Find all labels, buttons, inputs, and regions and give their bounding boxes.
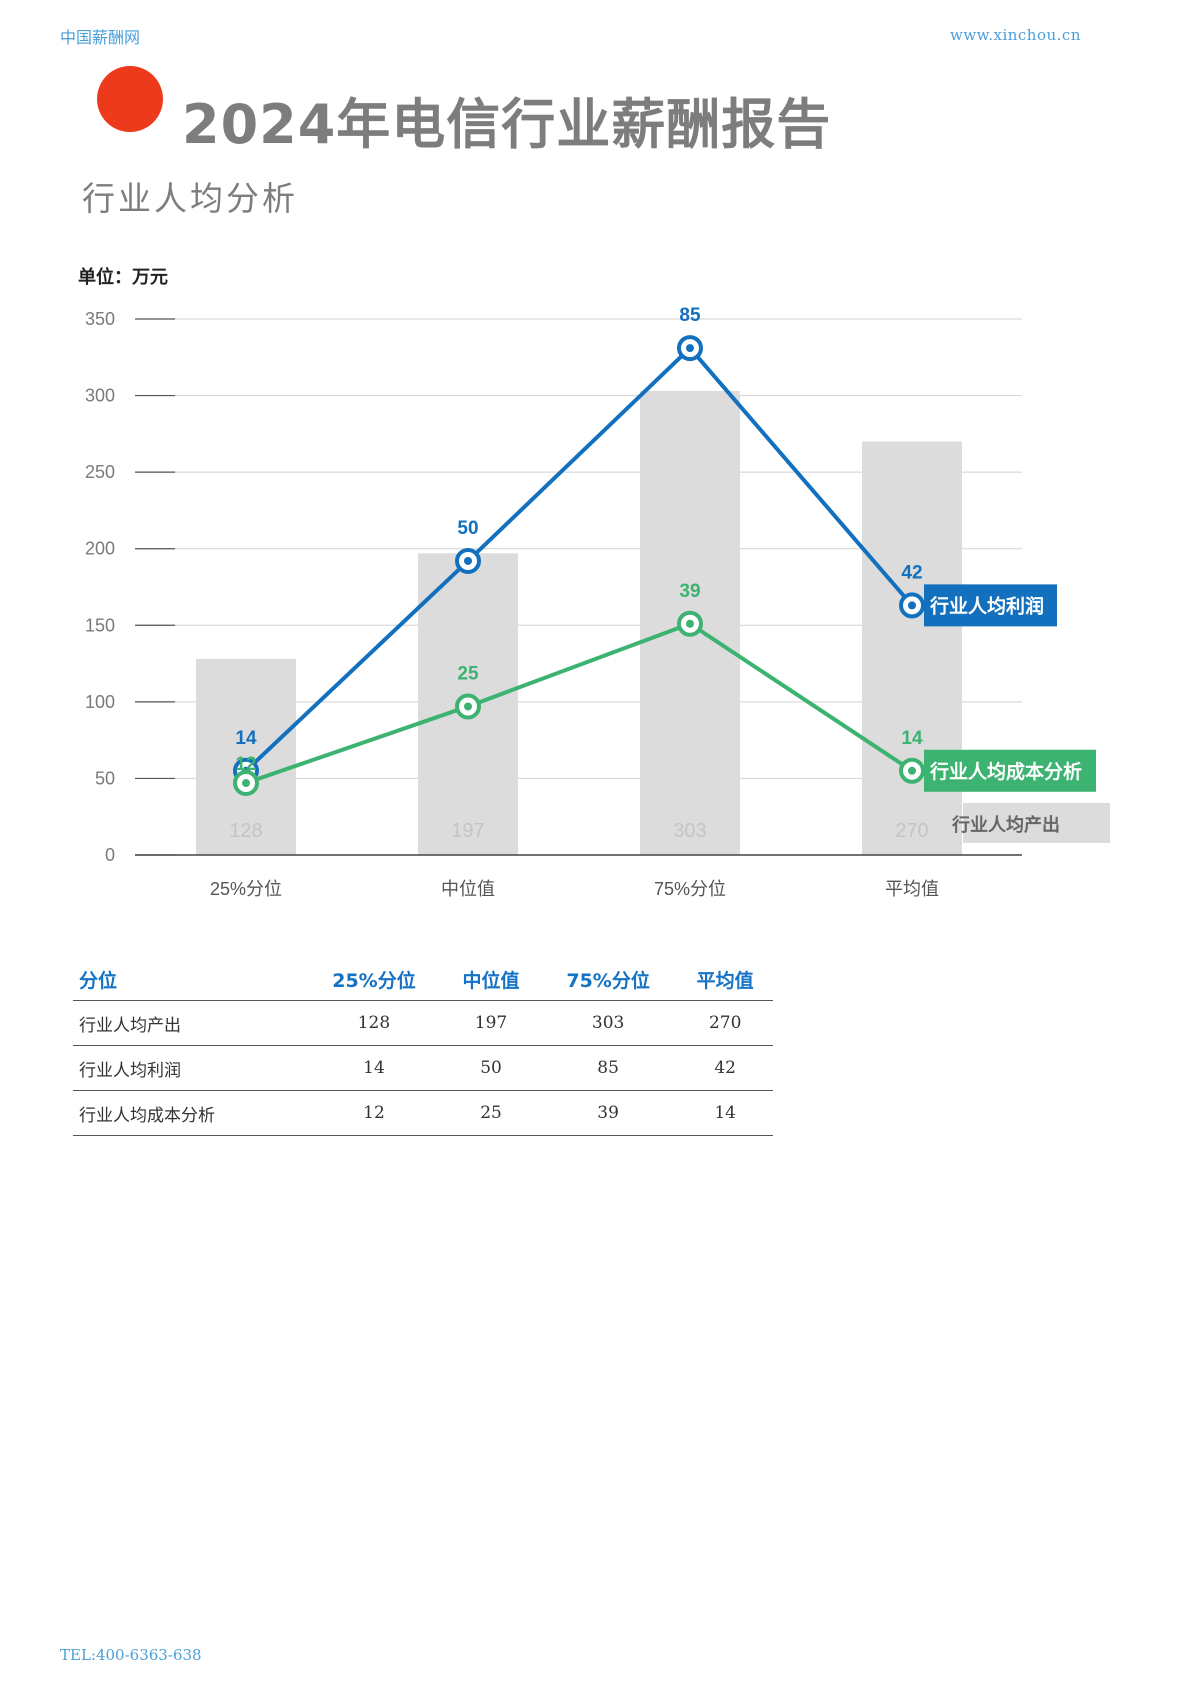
table-body: 行业人均产出 128 197 303 270 行业人均利润 14 50 85 42 行业人均成本分析… bbox=[73, 1000, 773, 1136]
series-marker-dot bbox=[464, 556, 472, 565]
data-label: 85 bbox=[679, 305, 701, 326]
table-row: 行业人均产出 128 197 303 270 bbox=[73, 1000, 773, 1046]
legend-series-box bbox=[924, 749, 1096, 792]
legend-bar-box bbox=[963, 803, 1110, 843]
table-cell: 14 bbox=[677, 1090, 773, 1136]
table-header-cell: 75%分位 bbox=[538, 958, 678, 1001]
data-label: 42 bbox=[901, 562, 922, 583]
x-tick-label: 平均值 bbox=[885, 879, 939, 899]
data-label: 39 bbox=[679, 581, 700, 602]
series-line bbox=[245, 621, 914, 785]
table-header-cell: 分位 bbox=[73, 958, 305, 1001]
table-row: 行业人均利润 14 50 85 42 bbox=[73, 1045, 773, 1091]
data-label: 25 bbox=[457, 663, 479, 684]
series-marker-dot bbox=[464, 702, 472, 711]
table-cell: 270 bbox=[677, 1000, 773, 1046]
chart: 0 50 100 150 200 250 300 350 128 197 303 270 25%分位 中位… bbox=[85, 305, 1110, 899]
table-cell: 128 bbox=[304, 1000, 444, 1046]
table-row: 行业人均成本分析 12 25 39 14 bbox=[73, 1090, 773, 1136]
section-subtitle: 行业人均分析 bbox=[82, 179, 298, 218]
table-cell: 303 bbox=[538, 1000, 678, 1046]
y-tick-label: 150 bbox=[85, 615, 115, 635]
data-label: 12 bbox=[235, 754, 256, 775]
series-marker-dot bbox=[908, 766, 916, 775]
table-cell: 12 bbox=[304, 1090, 444, 1136]
table-cell: 39 bbox=[538, 1090, 678, 1136]
site-url[interactable]: www.xinchou.cn bbox=[949, 26, 1081, 44]
footer-tel: TEL:400-6363-638 bbox=[60, 1646, 202, 1664]
data-table: 分位 25%分位 中位值 75%分位 平均值 行业人均产出 128 197 303 270 行业人… bbox=[73, 958, 773, 1136]
table-header-cell: 中位值 bbox=[443, 958, 539, 1001]
series-marker-dot bbox=[908, 601, 916, 610]
table-cell: 行业人均产出 bbox=[73, 1000, 305, 1046]
y-tick-label: 250 bbox=[85, 462, 115, 482]
series-marker-dot bbox=[242, 779, 250, 788]
bar-value-label: 128 bbox=[229, 820, 262, 842]
data-label: 50 bbox=[457, 518, 478, 539]
series-marker-dot bbox=[686, 619, 694, 628]
data-label: 14 bbox=[901, 728, 923, 749]
data-label: 14 bbox=[235, 728, 257, 749]
table-cell: 行业人均成本分析 bbox=[73, 1090, 305, 1136]
x-tick-label: 中位值 bbox=[441, 879, 495, 899]
y-tick-label: 350 bbox=[85, 309, 115, 329]
table-header-row: 分位 25%分位 中位值 75%分位 平均值 bbox=[73, 958, 773, 1001]
table-cell: 14 bbox=[304, 1045, 444, 1091]
table-cell: 25 bbox=[443, 1090, 539, 1136]
legend-bar-label: 行业人均产出 bbox=[951, 814, 1060, 835]
table-header-cell: 25%分位 bbox=[304, 958, 444, 1001]
accent-dot bbox=[97, 66, 163, 132]
table-cell: 50 bbox=[443, 1045, 539, 1091]
legend-series-box bbox=[924, 584, 1057, 627]
site-name: 中国薪酬网 bbox=[60, 28, 141, 47]
bar-value-label: 197 bbox=[451, 820, 484, 842]
legend-series-label: 行业人均利润 bbox=[929, 594, 1044, 617]
unit-label: 单位：万元 bbox=[78, 267, 168, 288]
x-tick-label: 75%分位 bbox=[654, 879, 726, 899]
bar-value-label: 270 bbox=[895, 820, 928, 842]
table-cell: 行业人均利润 bbox=[73, 1045, 305, 1091]
series-marker-dot bbox=[686, 344, 694, 353]
bar bbox=[196, 658, 296, 855]
series-line bbox=[244, 346, 914, 773]
table-cell: 85 bbox=[538, 1045, 678, 1091]
bar bbox=[862, 441, 962, 855]
table-header-cell: 平均值 bbox=[677, 958, 773, 1001]
x-tick-label: 25%分位 bbox=[210, 879, 282, 899]
y-tick-label: 100 bbox=[85, 692, 115, 712]
page-title: 2024年电信行业薪酬报告 bbox=[182, 93, 832, 156]
table-cell: 197 bbox=[443, 1000, 539, 1046]
y-tick-label: 300 bbox=[85, 386, 115, 406]
table-cell: 42 bbox=[677, 1045, 773, 1091]
y-tick-label: 200 bbox=[85, 539, 115, 559]
legend-series-label: 行业人均成本分析 bbox=[929, 760, 1082, 783]
bar-value-label: 303 bbox=[673, 820, 706, 842]
y-tick-label: 0 bbox=[105, 845, 115, 865]
y-tick-label: 50 bbox=[95, 768, 115, 788]
